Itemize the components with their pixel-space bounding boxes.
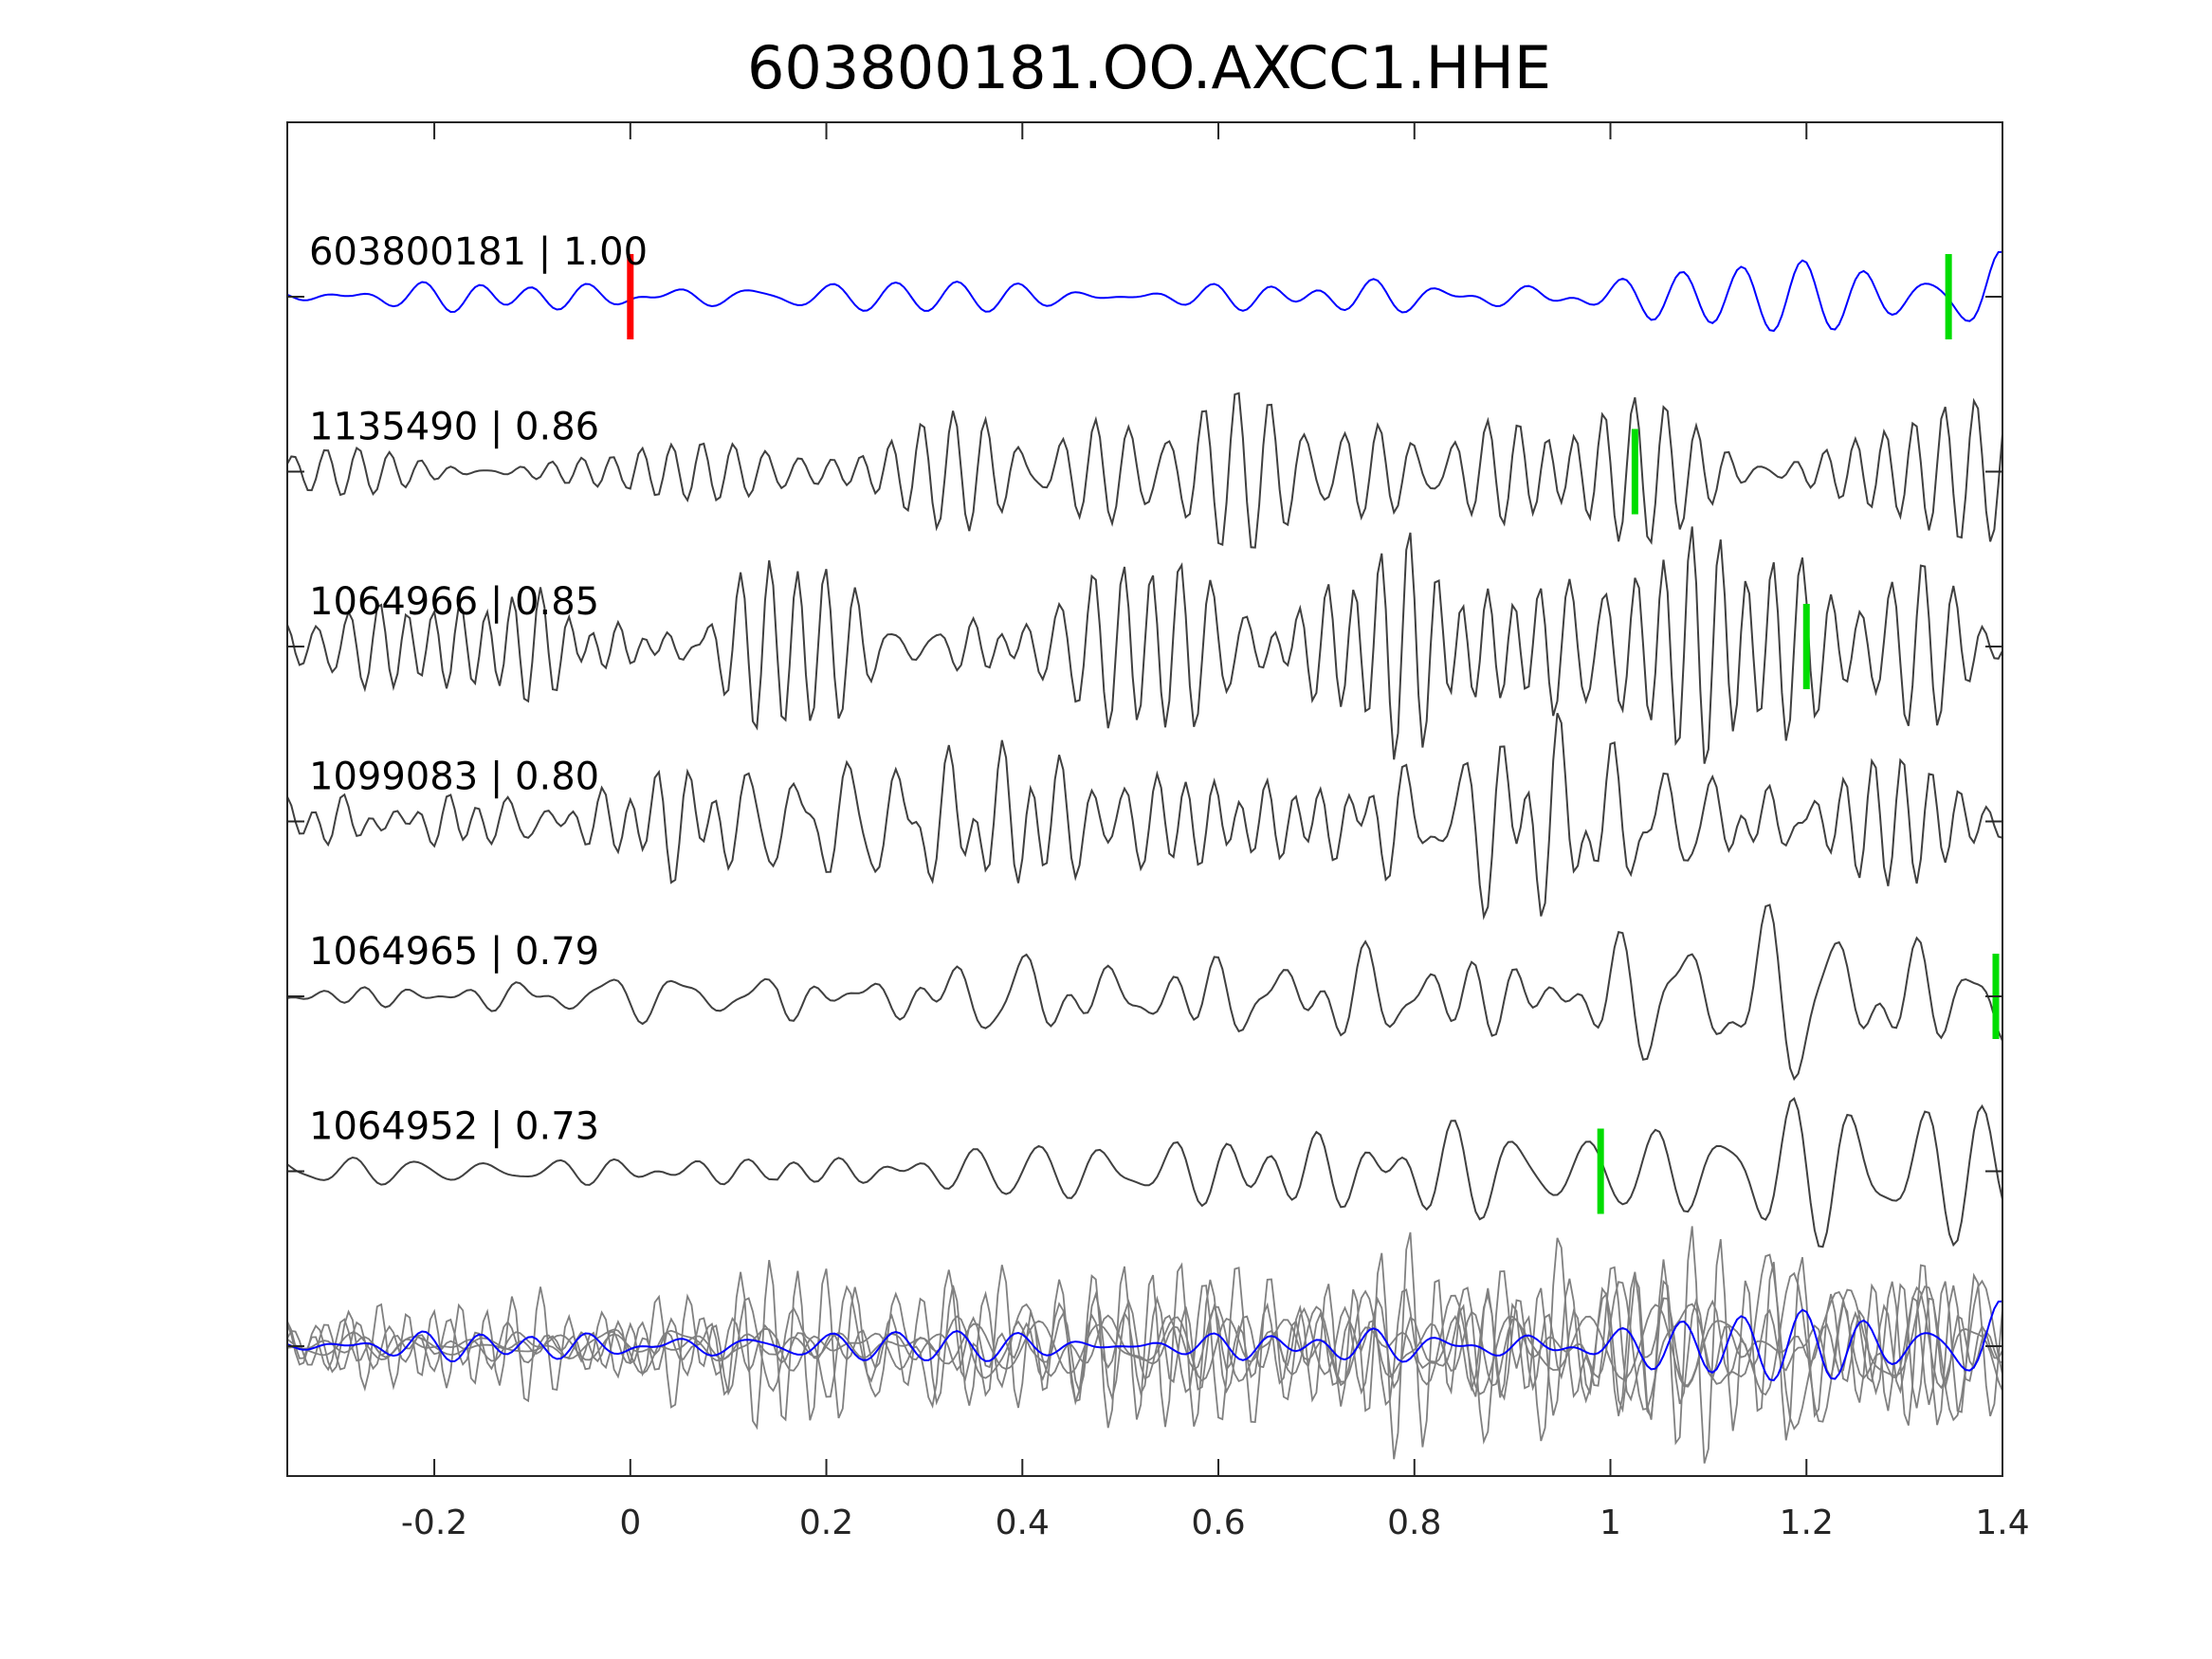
overlay-waveform-1099083 (286, 1237, 2003, 1445)
trace-waveform-1064966 (286, 526, 2003, 764)
origin-pick-marker (627, 254, 634, 339)
overlay-waveform-reference (286, 1300, 2003, 1382)
plot-frame (286, 121, 2003, 1477)
trace-waveform-1064965 (286, 903, 2003, 1082)
x-tick-label: -0.2 (401, 1504, 467, 1542)
x-tick-label: 0 (619, 1504, 641, 1542)
overlay-waveform-1064966 (286, 1226, 2003, 1464)
x-tick-label: 0.2 (799, 1504, 853, 1542)
trace-labels-group: 603800181 | 1.00 1135490 | 0.86 1064966 | … (309, 230, 648, 1149)
trace-label: 1064966 | 0.85 (309, 580, 599, 624)
phase-pick-marker (1631, 428, 1638, 515)
trace-waveform-1064952 (286, 1097, 2003, 1249)
phase-pick-marker (1945, 254, 1952, 339)
x-tick-label: 0.6 (1191, 1504, 1245, 1542)
trace-label: 603800181 | 1.00 (309, 230, 648, 274)
trace-label: 1099083 | 0.80 (309, 756, 599, 799)
trace-label: 1064952 | 0.73 (309, 1105, 599, 1149)
phase-pick-marker (1802, 604, 1810, 689)
traces-group (286, 250, 2003, 1464)
trace-label: 1064965 | 0.79 (309, 930, 599, 974)
x-tick-label: 1.4 (1975, 1504, 2029, 1542)
trace-waveform-1135490 (286, 392, 2003, 549)
picks-group (627, 254, 2000, 1214)
chart-title: 603800181.OO.AXCC1.HHE (747, 33, 1551, 102)
trace-waveform-1099083 (286, 712, 2003, 921)
x-tick-label: 0.8 (1387, 1504, 1441, 1542)
trace-label: 1135490 | 0.86 (309, 406, 599, 449)
trace-waveform-603800181 (286, 250, 2003, 333)
x-tick-label: 1.2 (1780, 1504, 1834, 1542)
x-tick-label: 1 (1600, 1504, 1621, 1542)
phase-pick-marker (1597, 1128, 1604, 1214)
axes-group: -0.2 0 0.2 0.4 0.6 0.8 1 1.2 1.4 (287, 122, 2030, 1542)
x-tick-label: 0.4 (996, 1504, 1050, 1542)
